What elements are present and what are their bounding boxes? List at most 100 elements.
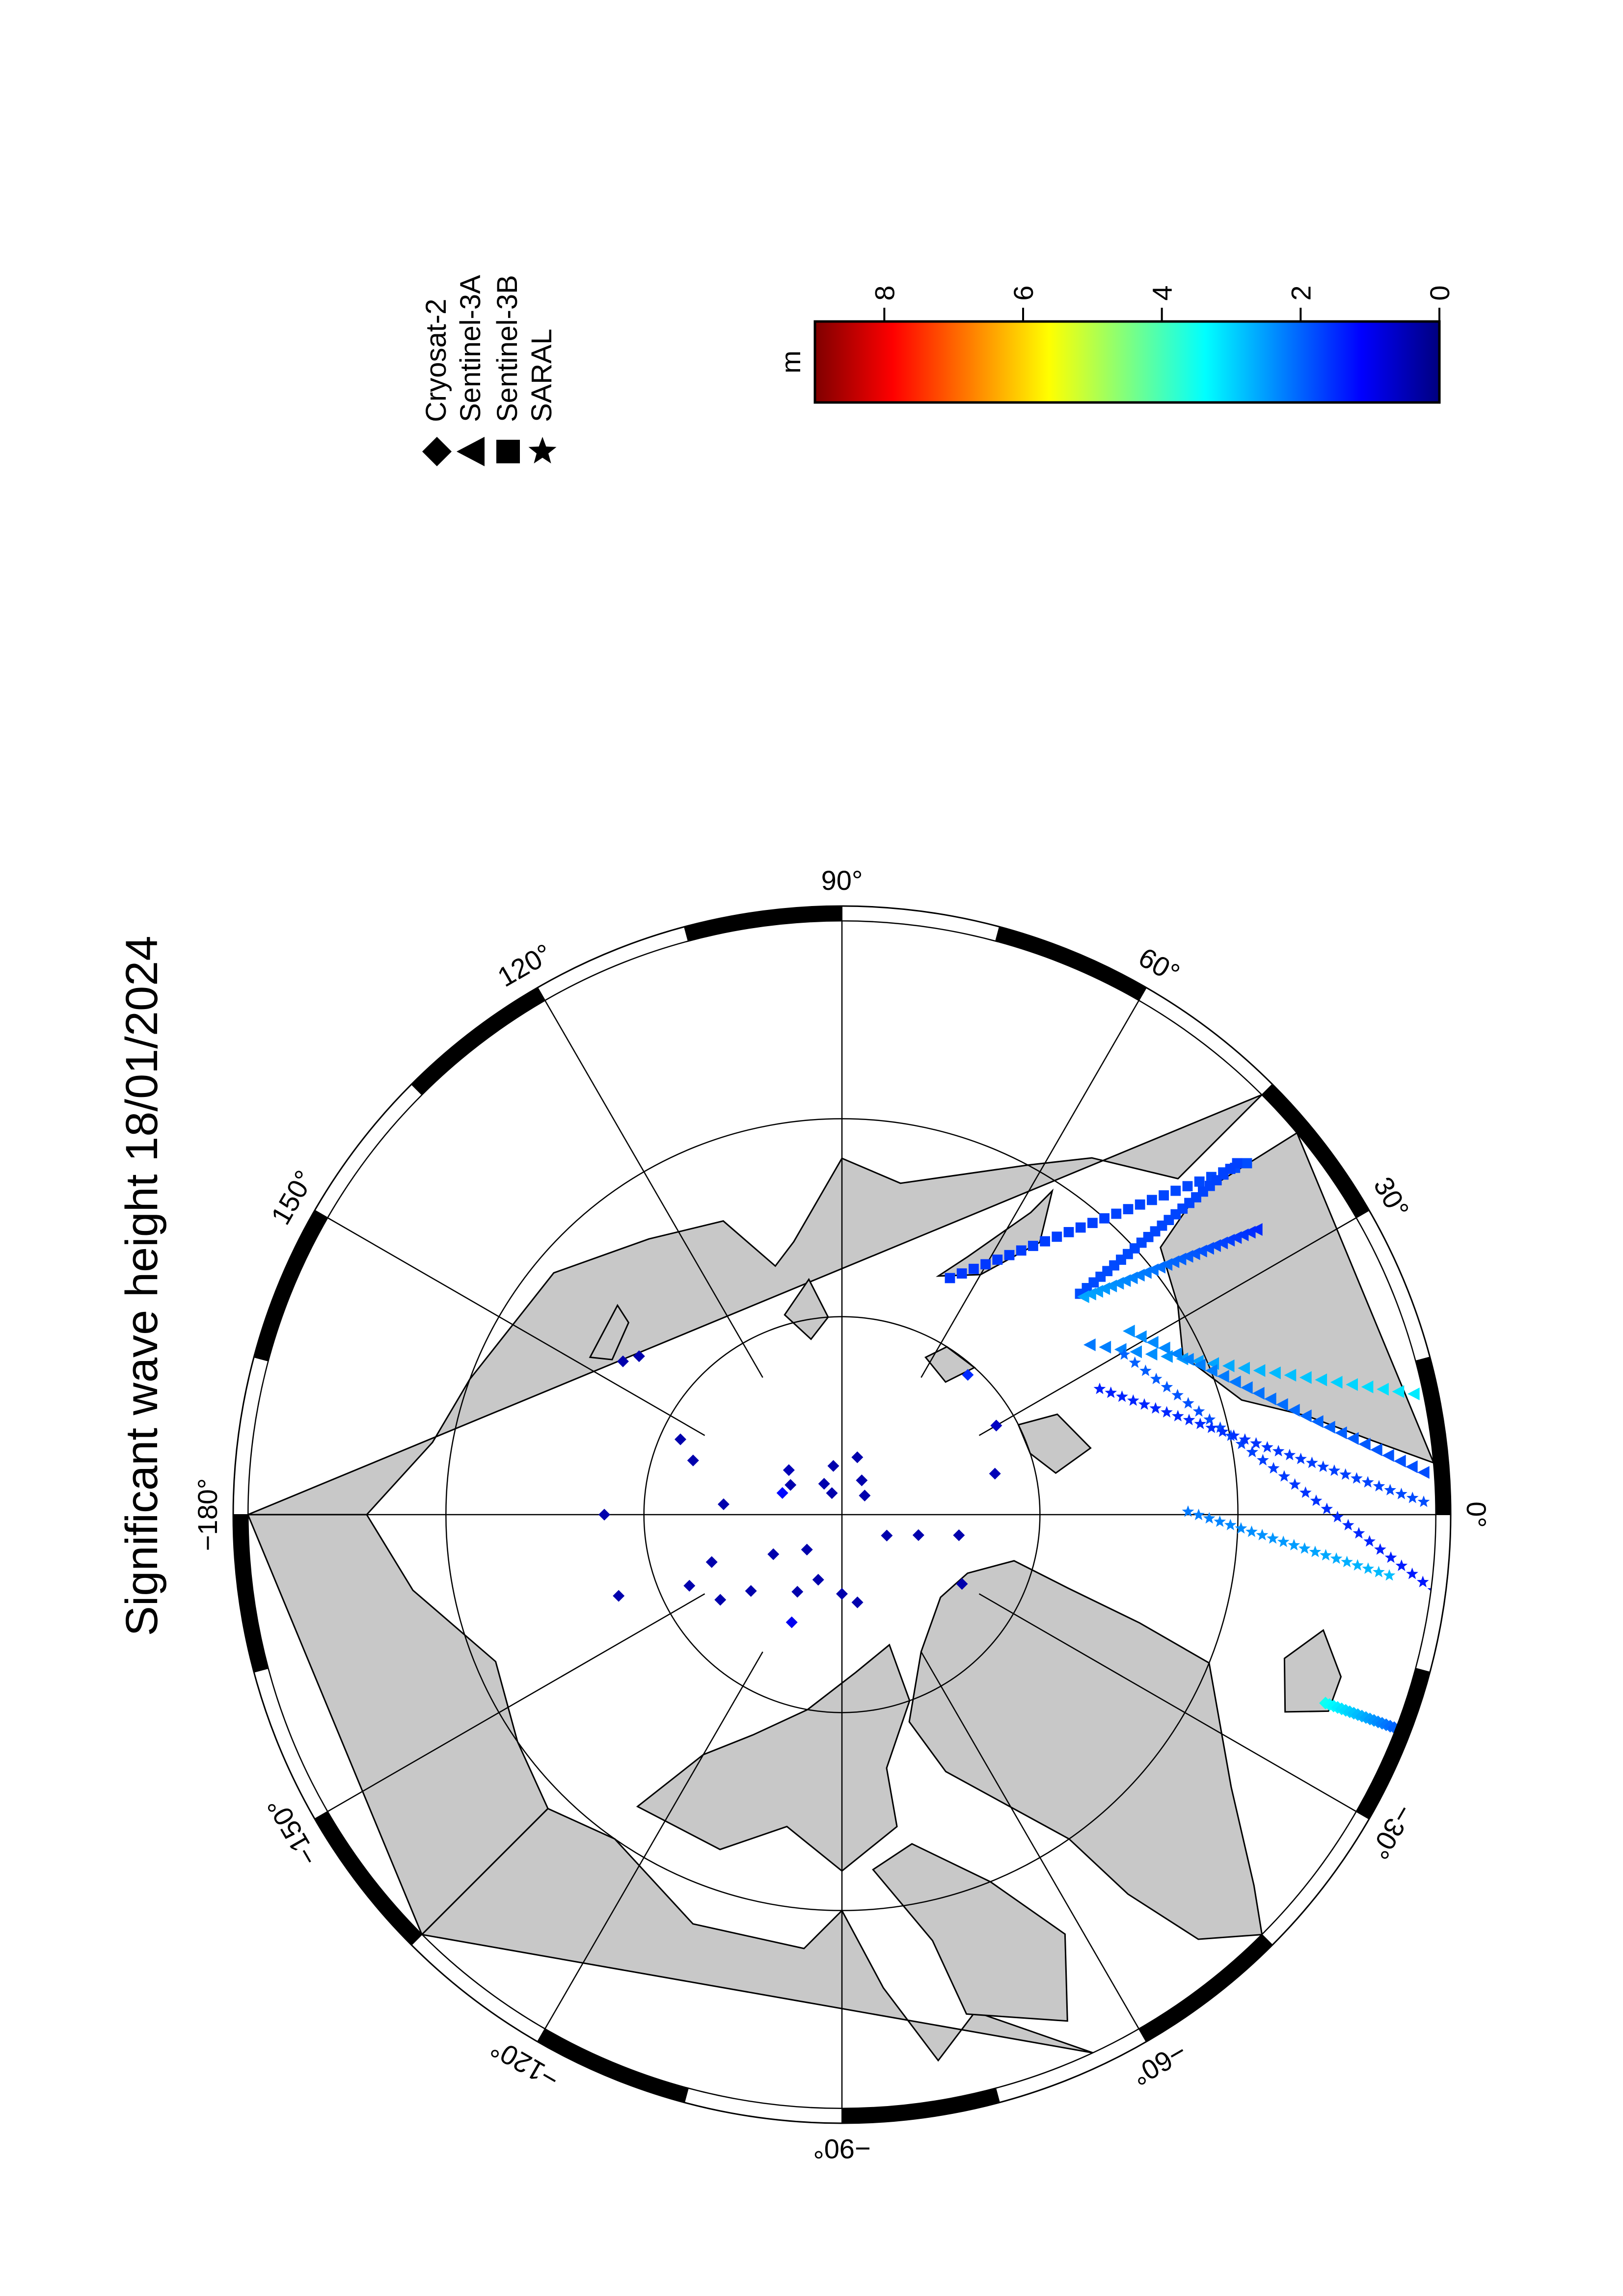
colorbar-tick-label: 6: [1008, 285, 1039, 300]
track-point: [1192, 1405, 1205, 1417]
track-point: [1330, 1552, 1343, 1564]
track-point: [1250, 1437, 1262, 1449]
graticule: [248, 921, 1436, 2109]
track-point: [1016, 1245, 1027, 1256]
observation-point: [881, 1529, 893, 1542]
track-point: [1099, 1340, 1111, 1354]
observation-point: [776, 1487, 788, 1499]
altimeter-observations: [598, 1158, 1436, 1734]
colorbar-tick-label: 2: [1285, 285, 1316, 300]
track-point: [1363, 1535, 1376, 1547]
track-point: [1278, 1470, 1291, 1482]
track-point: [1250, 1223, 1263, 1236]
observation-point: [785, 1616, 798, 1629]
track-point: [1232, 1158, 1243, 1169]
track-point: [1229, 1375, 1241, 1388]
observation-point: [989, 1468, 1001, 1480]
track-point: [1295, 1452, 1307, 1465]
meridian-label: 0°: [1461, 1501, 1492, 1528]
track-point: [1170, 1347, 1182, 1361]
track-point: [1158, 1341, 1170, 1355]
observation-point: [687, 1454, 699, 1467]
colorbar: 0 2 4 6 8 m: [775, 285, 1455, 404]
track-point: [1083, 1338, 1096, 1351]
track-point: [1317, 1460, 1329, 1472]
triangle-icon: [457, 437, 485, 466]
track-point: [1183, 1414, 1195, 1425]
title-group: Significant wave height 18/01/2024: [117, 935, 167, 1636]
track-point: [1135, 1199, 1145, 1210]
legend-label: Sentinel-3B: [491, 275, 523, 422]
track-point: [1288, 1539, 1300, 1550]
track-point: [1235, 1438, 1248, 1449]
meridian-label: −180°: [192, 1478, 223, 1551]
observation-point: [675, 1433, 687, 1445]
meridian-label: 60°: [1134, 941, 1185, 989]
meridian-line: [327, 1217, 705, 1436]
track-point: [1214, 1515, 1226, 1527]
track-point: [1063, 1227, 1074, 1237]
track-point: [1087, 1218, 1098, 1228]
landmass-iceland: [1283, 1629, 1342, 1713]
track-point: [1123, 1204, 1134, 1214]
track-point: [1384, 1484, 1397, 1495]
track-point: [1182, 1181, 1193, 1192]
track-point: [1004, 1250, 1015, 1260]
track-point: [1129, 1356, 1141, 1368]
track-point: [1323, 1420, 1335, 1434]
meridian-line: [544, 1000, 763, 1378]
observation-point: [851, 1596, 864, 1608]
track-point: [1346, 1378, 1358, 1391]
track-point: [1351, 1472, 1363, 1484]
track-point: [1040, 1236, 1050, 1247]
track-point: [1099, 1213, 1109, 1224]
track-point: [1118, 1348, 1131, 1360]
track-point: [1299, 1486, 1312, 1498]
track-point: [1342, 1519, 1354, 1531]
observation-point: [717, 1498, 730, 1510]
track-point: [1257, 1454, 1269, 1466]
track-point: [1374, 1543, 1386, 1555]
track-point: [1135, 1330, 1147, 1343]
track-point: [1205, 1421, 1217, 1433]
track-point: [992, 1255, 1003, 1265]
track-point: [1176, 1352, 1189, 1365]
meridian-line: [978, 1217, 1357, 1436]
track-point: [980, 1259, 991, 1270]
colorbar-tick-label: 8: [869, 285, 900, 300]
track-point: [1358, 1438, 1371, 1451]
track-point: [1239, 1433, 1251, 1445]
observation-point: [990, 1419, 1002, 1432]
track-point: [1194, 1176, 1205, 1187]
meridian-label: 90°: [821, 865, 863, 896]
track-point: [1241, 1381, 1253, 1394]
track-point: [1194, 1417, 1207, 1429]
legend-label: Cryosat-2: [420, 299, 452, 422]
track-point: [1330, 1376, 1343, 1389]
track-point: [1299, 1371, 1312, 1384]
track-point: [1311, 1415, 1324, 1428]
track-point: [1252, 1387, 1265, 1400]
observation-point: [705, 1556, 718, 1568]
track-point: [1394, 1454, 1406, 1468]
land-layer: [248, 1094, 1435, 2062]
observation-point: [598, 1509, 610, 1521]
track-point: [1161, 1381, 1173, 1392]
observation-point: [801, 1544, 813, 1556]
frame-outer-ring: [232, 905, 1452, 2124]
track-point: [1161, 1406, 1173, 1418]
track-point: [1171, 1410, 1184, 1421]
track-point: [1182, 1353, 1194, 1366]
meridian-line: [327, 1593, 705, 1813]
track-point: [1130, 1345, 1142, 1359]
track-point: [1205, 1364, 1217, 1377]
track-point: [1267, 1462, 1280, 1474]
track-point: [1406, 1492, 1419, 1503]
star-icon: [528, 437, 557, 464]
observation-point: [856, 1474, 868, 1487]
colorbar-tick-label: 0: [1424, 285, 1455, 300]
landmass-severnaya-zemlya: [784, 1278, 829, 1340]
observation-point: [851, 1451, 864, 1464]
track-point: [1406, 1460, 1418, 1473]
observation-point: [859, 1490, 871, 1502]
